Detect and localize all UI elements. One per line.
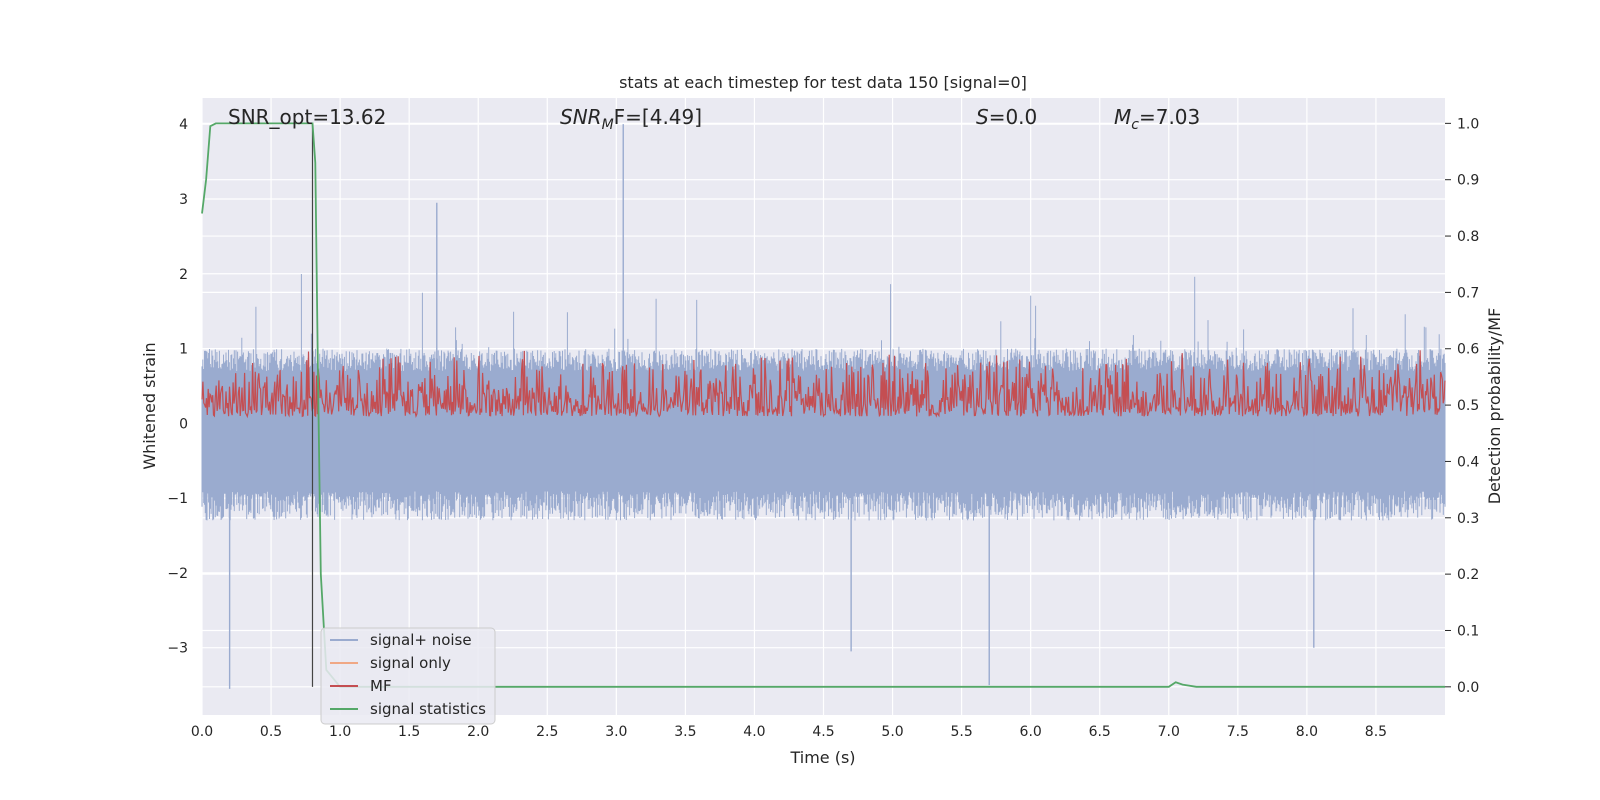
y-tick-label-left: 3 — [179, 192, 188, 208]
mf-series — [201, 350, 1446, 419]
legend-box — [320, 627, 496, 725]
legend-label-signal-only: signal only — [370, 654, 451, 672]
y-axis-label-left: Whitened strain — [140, 342, 159, 469]
y-tick-label-left: 2 — [179, 267, 188, 283]
annotation-snr-mf: SNRMF=[4.49] — [560, 105, 702, 133]
y-tick-label-right: 1.0 — [1457, 116, 1479, 132]
x-tick-label: 4.0 — [743, 724, 765, 740]
y-tick-label-right: 0.7 — [1457, 285, 1479, 301]
y-tick-label-left: 0 — [179, 416, 188, 432]
x-tick-label: 5.0 — [881, 724, 903, 740]
y-tick-label-right: 0.2 — [1457, 567, 1479, 583]
x-tick-label: 0.5 — [260, 724, 282, 740]
x-tick-label: 3.0 — [605, 724, 627, 740]
y-tick-label-right: 0.6 — [1457, 342, 1479, 358]
y-axis-label-right: Detection probability/MF — [1485, 308, 1504, 505]
x-tick-label: 1.5 — [398, 724, 420, 740]
ticks: 0.0 0.5 1.0 1.5 2.0 2.5 3.0 3.5 4.0 4.5 5.0 5.5 6.0 6… — [167, 116, 1479, 740]
x-tick-label: 7.5 — [1227, 724, 1249, 740]
x-tick-label: 6.0 — [1020, 724, 1042, 740]
annotation-s: S=0.0 — [976, 105, 1037, 129]
x-tick-label: 7.0 — [1158, 724, 1180, 740]
legend-label-signal-statistics: signal statistics — [370, 700, 486, 718]
annotation-snr-opt: SNR_opt=13.62 — [228, 105, 386, 129]
y-tick-label-right: 0.8 — [1457, 229, 1479, 245]
x-axis-label: Time (s) — [789, 748, 855, 767]
y-tick-label-left: −3 — [167, 641, 188, 657]
y-tick-label-left: 4 — [179, 117, 188, 133]
signal-noise-series — [201, 124, 1446, 689]
x-tick-label: 2.0 — [467, 724, 489, 740]
x-tick-label: 3.5 — [674, 724, 696, 740]
y-tick-label-right: 0.5 — [1457, 398, 1479, 414]
x-tick-label: 0.0 — [191, 724, 213, 740]
x-tick-label: 1.0 — [329, 724, 351, 740]
legend-label-signal-noise: signal+ noise — [370, 631, 472, 649]
x-tick-label: 8.5 — [1365, 724, 1387, 740]
annotation-mc: Mc=7.03 — [1114, 105, 1200, 133]
y-tick-label-left: 1 — [179, 342, 188, 358]
y-tick-label-right: 0.4 — [1457, 454, 1479, 470]
x-tick-label: 2.5 — [536, 724, 558, 740]
x-tick-label: 8.0 — [1296, 724, 1318, 740]
legend: signal+ noise signal only MF signal stat… — [320, 627, 496, 725]
x-tick-label: 4.5 — [812, 724, 834, 740]
chart-title: stats at each timestep for test data 150… — [619, 73, 1027, 92]
y-tick-label-right: 0.9 — [1457, 173, 1479, 189]
mf-line — [201, 350, 1446, 419]
legend-label-mf: MF — [370, 677, 392, 695]
x-tick-label: 5.5 — [950, 724, 972, 740]
y-tick-label-right: 0.0 — [1457, 680, 1479, 696]
y-tick-label-left: −1 — [167, 491, 188, 507]
y-tick-label-right: 0.3 — [1457, 511, 1479, 527]
y-tick-label-left: −2 — [167, 566, 188, 582]
x-tick-label: 6.5 — [1089, 724, 1111, 740]
y-tick-label-right: 0.1 — [1457, 623, 1479, 639]
